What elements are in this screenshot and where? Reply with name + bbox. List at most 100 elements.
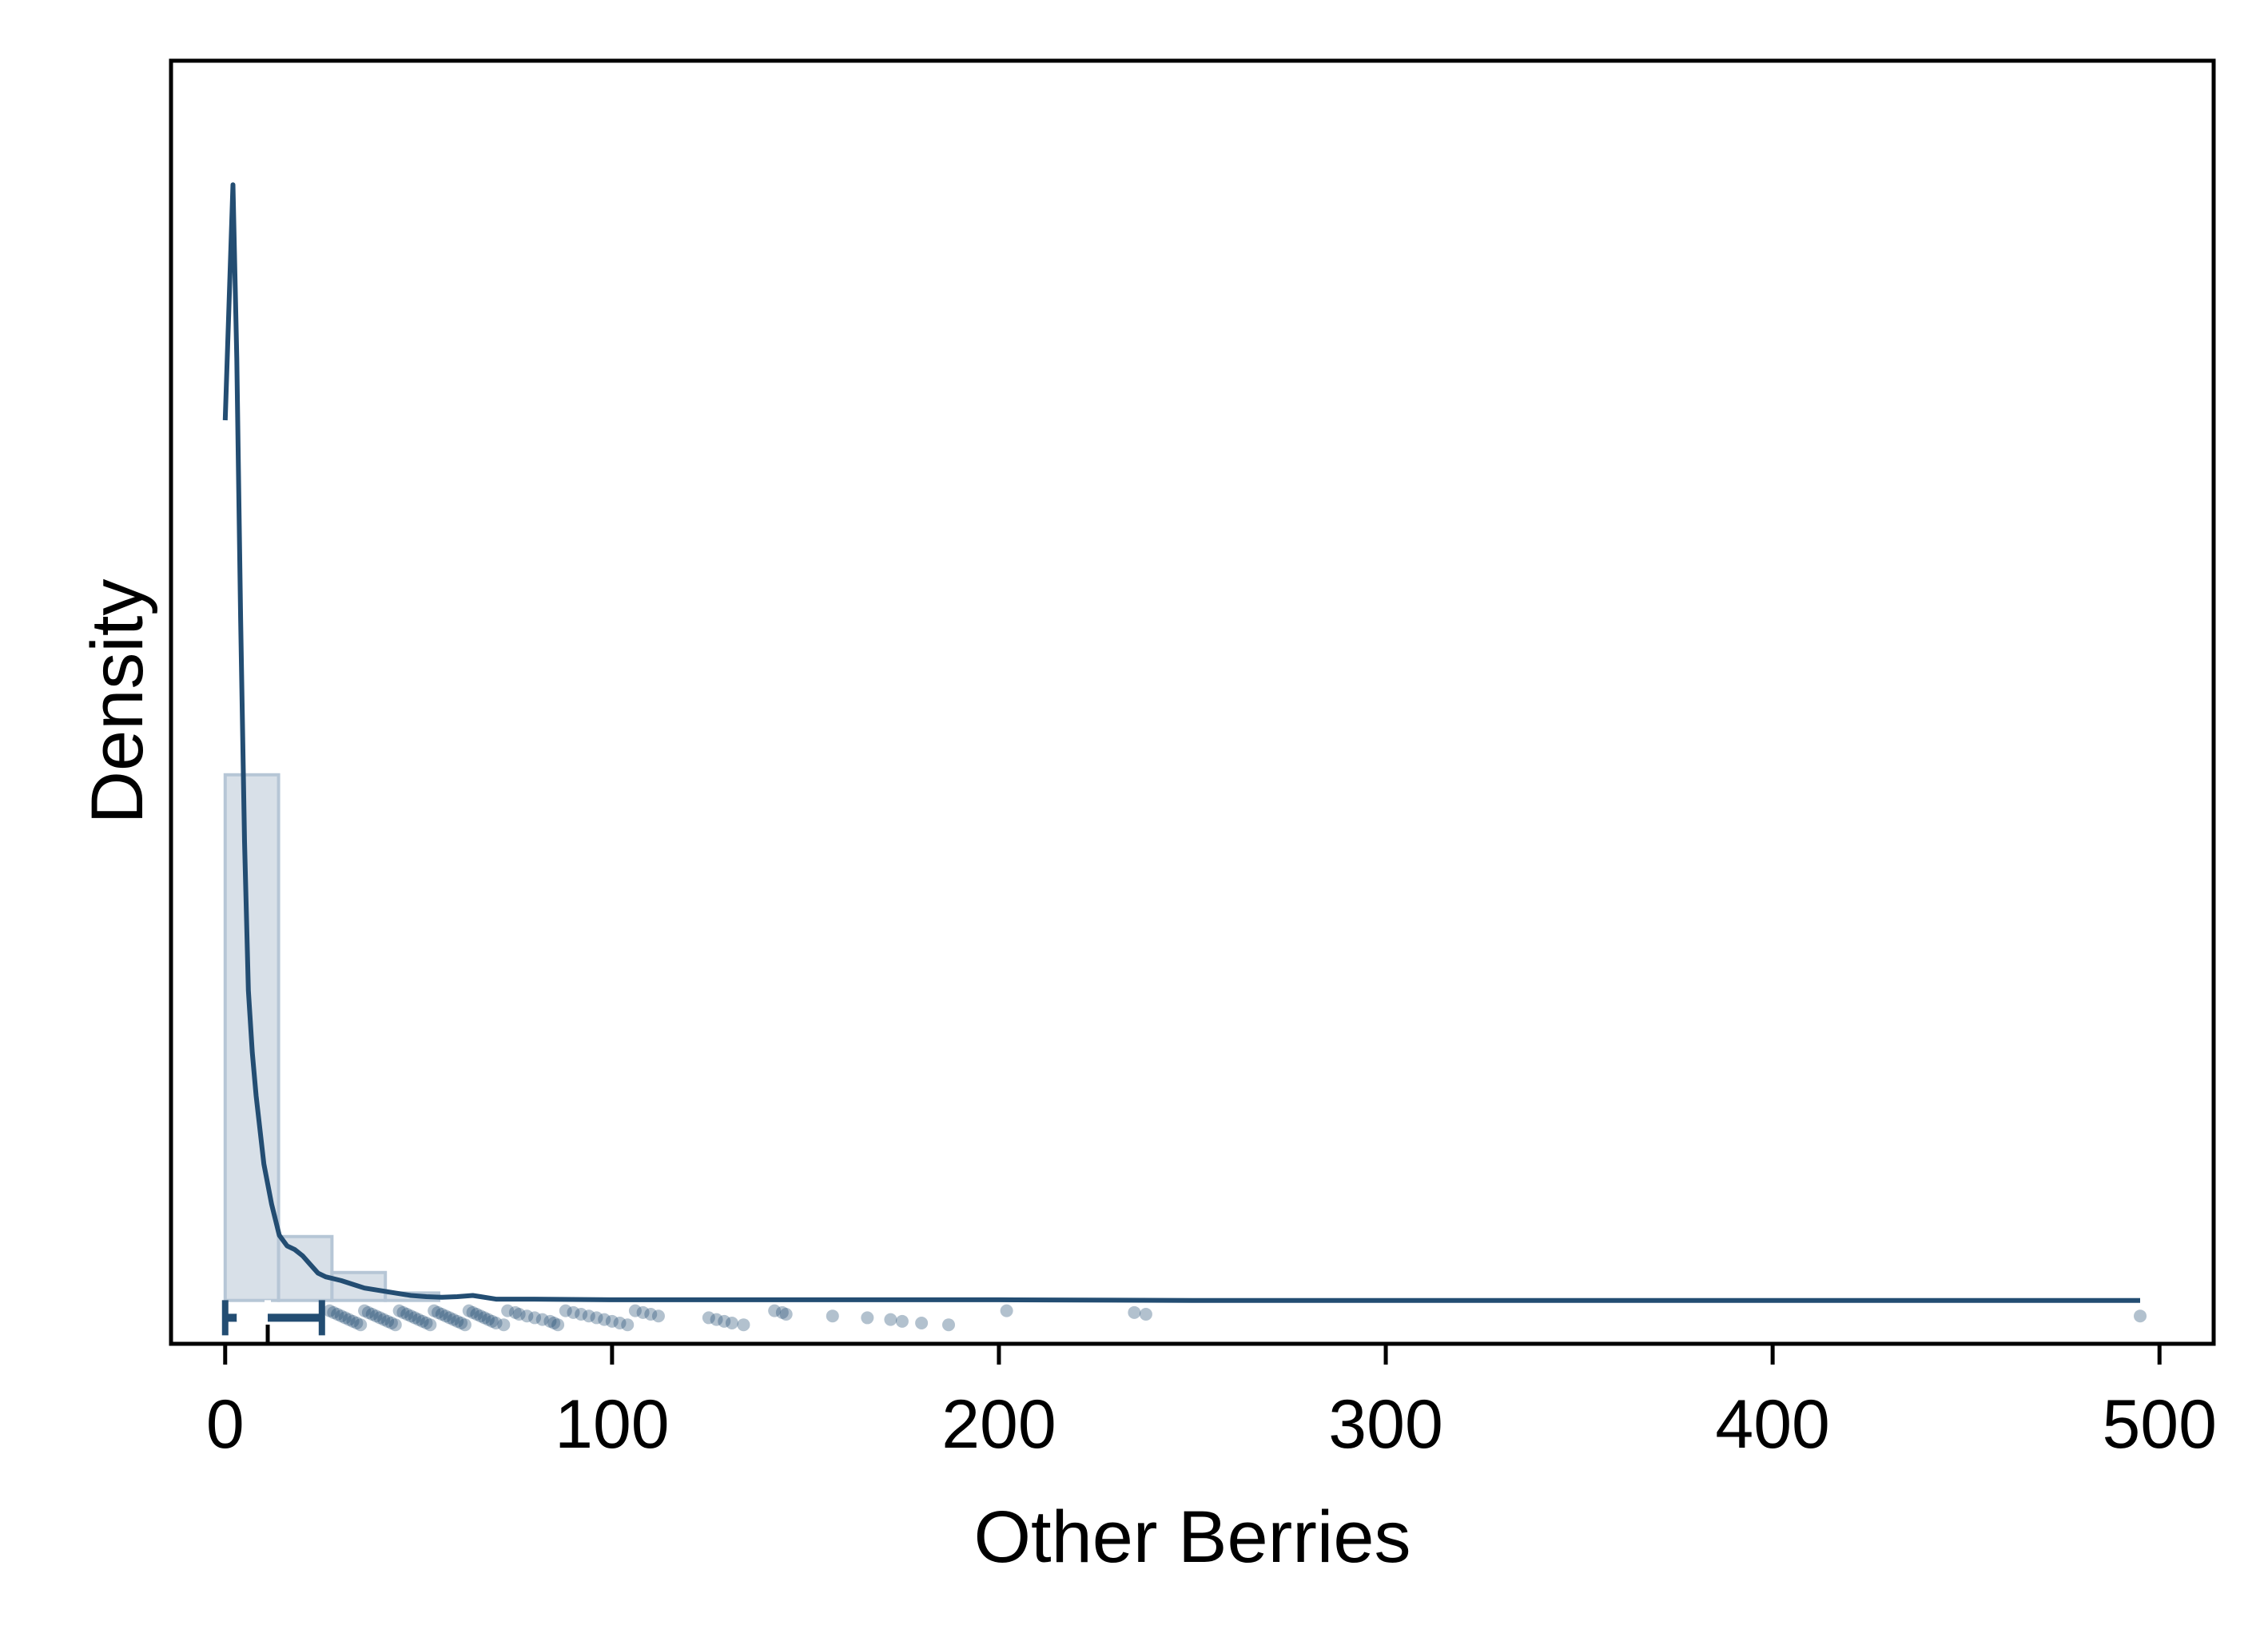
outlier-point <box>775 1305 789 1319</box>
x-tick-label: 400 <box>1715 1386 1830 1463</box>
outlier-point <box>535 1313 549 1326</box>
outlier-point <box>489 1317 503 1330</box>
outlier-point <box>942 1318 956 1332</box>
outlier-point <box>915 1317 929 1330</box>
outlier-point <box>338 1311 352 1325</box>
outlier-point <box>369 1309 383 1323</box>
outlier-point <box>384 1317 398 1330</box>
outlier-point <box>392 1304 406 1317</box>
outlier-point <box>474 1309 487 1323</box>
outlier-point <box>381 1314 395 1328</box>
boxplot-layer <box>221 1300 325 1336</box>
outlier-point <box>485 1314 499 1328</box>
outlier-point <box>478 1311 491 1325</box>
outlier-point <box>1139 1308 1152 1321</box>
outlier-point <box>520 1309 534 1323</box>
outlier-point <box>404 1309 418 1323</box>
outlier-point <box>644 1308 658 1321</box>
outlier-point <box>420 1317 433 1330</box>
outlier-point <box>779 1308 793 1321</box>
outlier-point <box>575 1308 588 1321</box>
outlier-point <box>462 1304 475 1317</box>
outlier-point <box>354 1318 368 1332</box>
outlier-point <box>377 1313 391 1326</box>
outlier-point <box>826 1309 839 1323</box>
outlier-point <box>327 1305 340 1319</box>
outlier-point <box>702 1311 715 1325</box>
outlier-point <box>435 1308 448 1321</box>
outlier-point <box>373 1311 387 1325</box>
outlier-point <box>323 1304 336 1317</box>
outlier-point <box>497 1318 511 1332</box>
outlier-point <box>400 1308 414 1321</box>
outlier-point <box>559 1304 572 1317</box>
outlier-point <box>651 1309 665 1323</box>
outlier-point <box>567 1305 580 1319</box>
outlier-point <box>543 1314 557 1328</box>
outlier-point <box>481 1313 495 1326</box>
outlier-point <box>458 1318 472 1332</box>
outlier-point <box>551 1318 565 1332</box>
outlier-point <box>408 1311 421 1325</box>
outlier-point <box>861 1311 874 1325</box>
outlier-point <box>718 1314 731 1328</box>
x-tick-label: 100 <box>555 1386 670 1463</box>
outlier-point <box>590 1311 603 1325</box>
outlier-point <box>365 1308 379 1321</box>
density-curve <box>222 182 2140 1303</box>
outlier-point <box>768 1304 782 1317</box>
x-tick-label: 300 <box>1328 1386 1443 1463</box>
outlier-point <box>447 1313 460 1326</box>
outlier-point <box>342 1313 356 1326</box>
outlier-point <box>598 1313 611 1326</box>
outlier-point <box>512 1308 526 1321</box>
outlier-point <box>358 1304 372 1317</box>
outlier-point <box>451 1314 464 1328</box>
density-curve-layer <box>222 182 2140 1303</box>
x-tick-label: 200 <box>941 1386 1056 1463</box>
outlier-point <box>501 1304 515 1317</box>
outlier-point <box>528 1311 542 1325</box>
outlier-point <box>396 1305 410 1319</box>
outlier-point <box>737 1318 750 1332</box>
outlier-point <box>388 1318 402 1332</box>
outlier-point <box>439 1309 452 1323</box>
outlier-point <box>628 1304 642 1317</box>
outlier-points-layer <box>323 1304 2147 1332</box>
outlier-point <box>335 1309 348 1323</box>
outlier-point <box>350 1317 364 1330</box>
outlier-point <box>895 1314 909 1328</box>
x-tick-label: 500 <box>2102 1386 2217 1463</box>
outlier-point <box>416 1314 429 1328</box>
outlier-point <box>428 1304 441 1317</box>
outlier-point <box>470 1308 483 1321</box>
outlier-point <box>582 1309 595 1323</box>
outlier-point <box>361 1305 375 1319</box>
plot-frame <box>169 58 2216 1346</box>
outlier-point <box>443 1311 456 1325</box>
histogram-layer <box>223 773 440 1302</box>
outlier-point <box>432 1305 445 1319</box>
outlier-point <box>710 1313 723 1326</box>
outlier-point <box>884 1313 897 1326</box>
outlier-point <box>547 1317 561 1330</box>
outlier-point <box>605 1314 619 1328</box>
outlier-point <box>424 1318 437 1332</box>
outlier-point <box>1128 1305 1141 1319</box>
outlier-point <box>331 1308 344 1321</box>
x-axis-title: Other Berries <box>973 1496 1411 1578</box>
outlier-point <box>455 1317 468 1330</box>
outlier-point <box>613 1317 627 1330</box>
outlier-point <box>2134 1309 2147 1323</box>
outlier-point <box>725 1317 738 1330</box>
outlier-point <box>346 1314 360 1328</box>
outlier-point <box>621 1318 635 1332</box>
outlier-point <box>1000 1304 1013 1317</box>
outlier-point <box>508 1305 522 1319</box>
y-axis-title: Density <box>77 579 158 824</box>
x-tick-label: 0 <box>206 1386 245 1463</box>
x-axis: 0 100 200 300 400 500 <box>206 1325 2217 1463</box>
outlier-point <box>636 1305 650 1319</box>
